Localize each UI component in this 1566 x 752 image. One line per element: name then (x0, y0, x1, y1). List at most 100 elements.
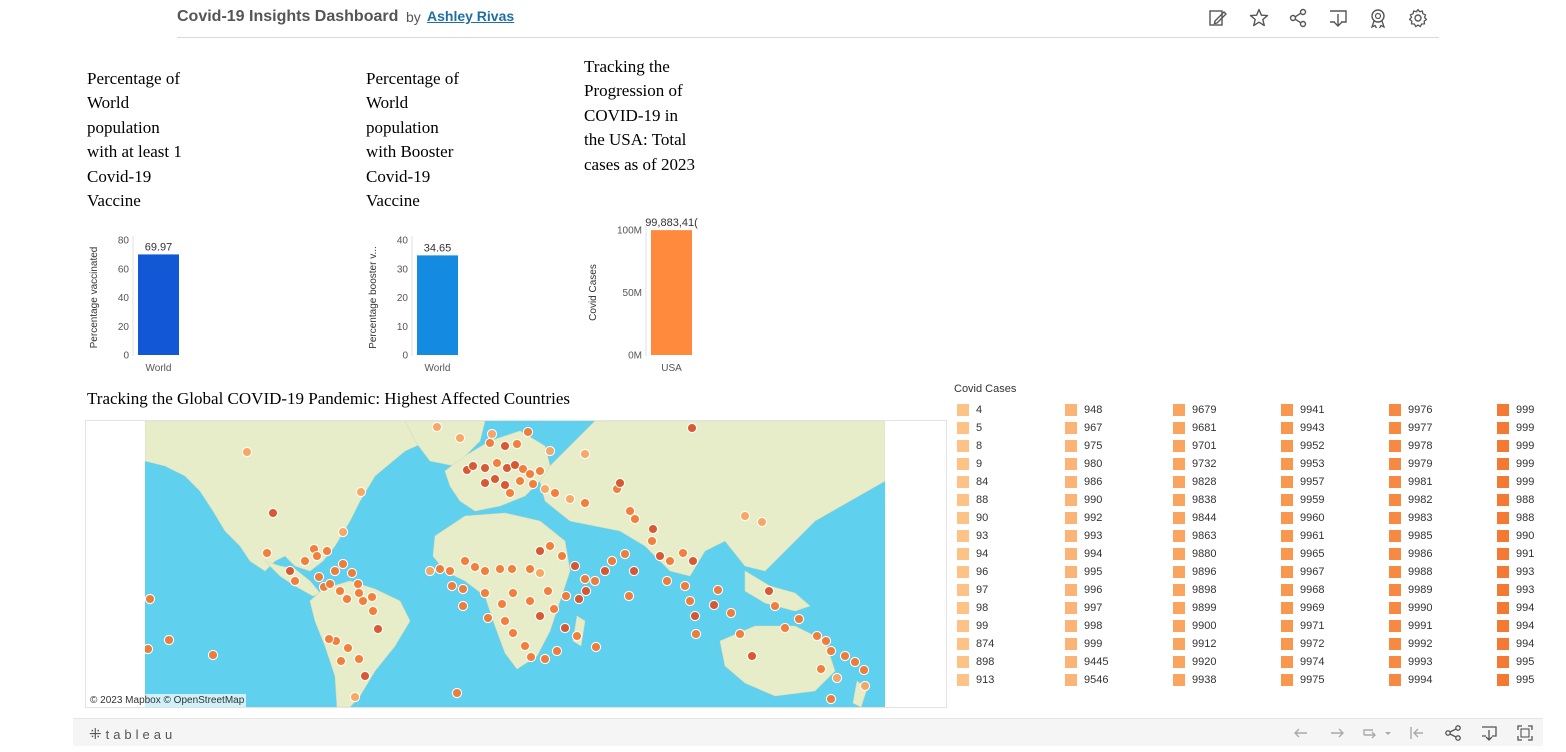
badge-icon[interactable] (1367, 7, 1389, 29)
country-marker[interactable] (527, 478, 539, 490)
country-marker[interactable] (509, 459, 521, 471)
legend-item[interactable]: 9991 (1389, 617, 1497, 635)
legend-item[interactable]: 994 (1497, 617, 1566, 635)
legend-item[interactable]: 995 (1065, 563, 1173, 581)
country-marker[interactable] (357, 595, 369, 607)
country-marker[interactable] (507, 587, 519, 599)
country-marker[interactable] (646, 535, 658, 547)
legend-item[interactable]: 99 (957, 617, 1065, 635)
country-marker[interactable] (494, 563, 506, 575)
country-marker[interactable] (241, 446, 253, 458)
country-marker[interactable] (486, 428, 498, 440)
country-marker[interactable] (145, 643, 154, 655)
legend-item[interactable]: 9992 (1389, 635, 1497, 653)
country-marker[interactable] (145, 593, 156, 605)
country-marker[interactable] (479, 462, 491, 474)
country-marker[interactable] (431, 421, 443, 433)
country-marker[interactable] (815, 663, 827, 675)
country-marker[interactable] (359, 670, 371, 682)
legend-item[interactable]: 94 (957, 545, 1065, 563)
country-marker[interactable] (334, 585, 346, 597)
country-marker[interactable] (299, 555, 311, 567)
country-marker[interactable] (479, 587, 491, 599)
country-marker[interactable] (579, 497, 591, 509)
legend-item[interactable]: 948 (1065, 401, 1173, 419)
country-marker[interactable] (549, 487, 561, 499)
country-marker[interactable] (311, 550, 323, 562)
legend-item[interactable]: 9920 (1173, 653, 1281, 671)
country-marker[interactable] (559, 622, 571, 634)
country-marker[interactable] (323, 633, 335, 645)
legend-item[interactable]: 9899 (1173, 599, 1281, 617)
country-marker[interactable] (424, 565, 436, 577)
legend-item[interactable]: 9969 (1281, 599, 1389, 617)
legend-item[interactable]: 999 (1497, 419, 1566, 437)
country-marker[interactable] (734, 628, 746, 640)
country-marker[interactable] (746, 650, 758, 662)
country-marker[interactable] (629, 513, 641, 525)
country-marker[interactable] (623, 590, 635, 602)
country-marker[interactable] (551, 645, 563, 657)
legend-item[interactable]: 990 (1497, 527, 1566, 545)
share-icon[interactable] (1443, 723, 1463, 743)
legend-item[interactable]: 5 (957, 419, 1065, 437)
legend-item[interactable]: 9701 (1173, 437, 1281, 455)
country-marker[interactable] (534, 465, 546, 477)
legend-item[interactable]: 975 (1065, 437, 1173, 455)
country-marker[interactable] (684, 595, 696, 607)
country-marker[interactable] (367, 605, 379, 617)
country-marker[interactable] (163, 634, 175, 646)
undo-icon[interactable] (1291, 723, 1311, 743)
legend-item[interactable]: 9965 (1281, 545, 1389, 563)
redo-icon[interactable] (1327, 723, 1347, 743)
country-marker[interactable] (335, 655, 347, 667)
legend-item[interactable]: 874 (957, 635, 1065, 653)
legend-item[interactable]: 9938 (1173, 671, 1281, 689)
legend-item[interactable]: 9974 (1281, 653, 1389, 671)
revert-icon[interactable] (1361, 723, 1393, 743)
legend-item[interactable]: 993 (1497, 581, 1566, 599)
world-map[interactable] (145, 421, 885, 707)
legend-item[interactable]: 980 (1065, 455, 1173, 473)
country-marker[interactable] (539, 653, 551, 665)
country-marker[interactable] (539, 483, 551, 495)
country-marker[interactable] (514, 475, 526, 487)
country-marker[interactable] (451, 687, 463, 699)
country-marker[interactable] (647, 523, 659, 535)
legend-item[interactable]: 991 (1497, 545, 1566, 563)
country-marker[interactable] (459, 555, 471, 567)
country-marker[interactable] (544, 445, 556, 457)
country-marker[interactable] (679, 580, 691, 592)
country-marker[interactable] (482, 612, 494, 624)
country-marker[interactable] (560, 590, 572, 602)
country-marker[interactable] (324, 578, 336, 590)
legend-item[interactable]: 9979 (1389, 455, 1497, 473)
legend-item[interactable]: 9978 (1389, 437, 1497, 455)
country-marker[interactable] (859, 680, 871, 692)
legend-item[interactable]: 9986 (1389, 545, 1497, 563)
country-marker[interactable] (606, 555, 618, 567)
legend-item[interactable]: 994 (1497, 599, 1566, 617)
bar-usa[interactable] (651, 230, 692, 355)
country-marker[interactable] (457, 583, 469, 595)
country-marker[interactable] (534, 567, 546, 579)
country-marker[interactable] (689, 610, 701, 622)
country-marker[interactable] (614, 477, 626, 489)
country-marker[interactable] (519, 640, 531, 652)
country-marker[interactable] (289, 575, 301, 587)
legend-item[interactable]: 990 (1065, 491, 1173, 509)
country-marker[interactable] (712, 584, 724, 596)
legend-item[interactable]: 9994 (1389, 671, 1497, 689)
country-marker[interactable] (267, 507, 279, 519)
bar-world[interactable] (138, 254, 179, 355)
country-marker[interactable] (556, 550, 568, 562)
country-marker[interactable] (524, 595, 536, 607)
legend-item[interactable]: 9971 (1281, 617, 1389, 635)
legend-item[interactable]: 9953 (1281, 455, 1389, 473)
legend-item[interactable]: 9896 (1173, 563, 1281, 581)
country-marker[interactable] (444, 565, 456, 577)
legend-item[interactable]: 88 (957, 491, 1065, 509)
country-marker[interactable] (825, 693, 837, 705)
country-marker[interactable] (708, 599, 720, 611)
legend-item[interactable]: 9941 (1281, 401, 1389, 419)
